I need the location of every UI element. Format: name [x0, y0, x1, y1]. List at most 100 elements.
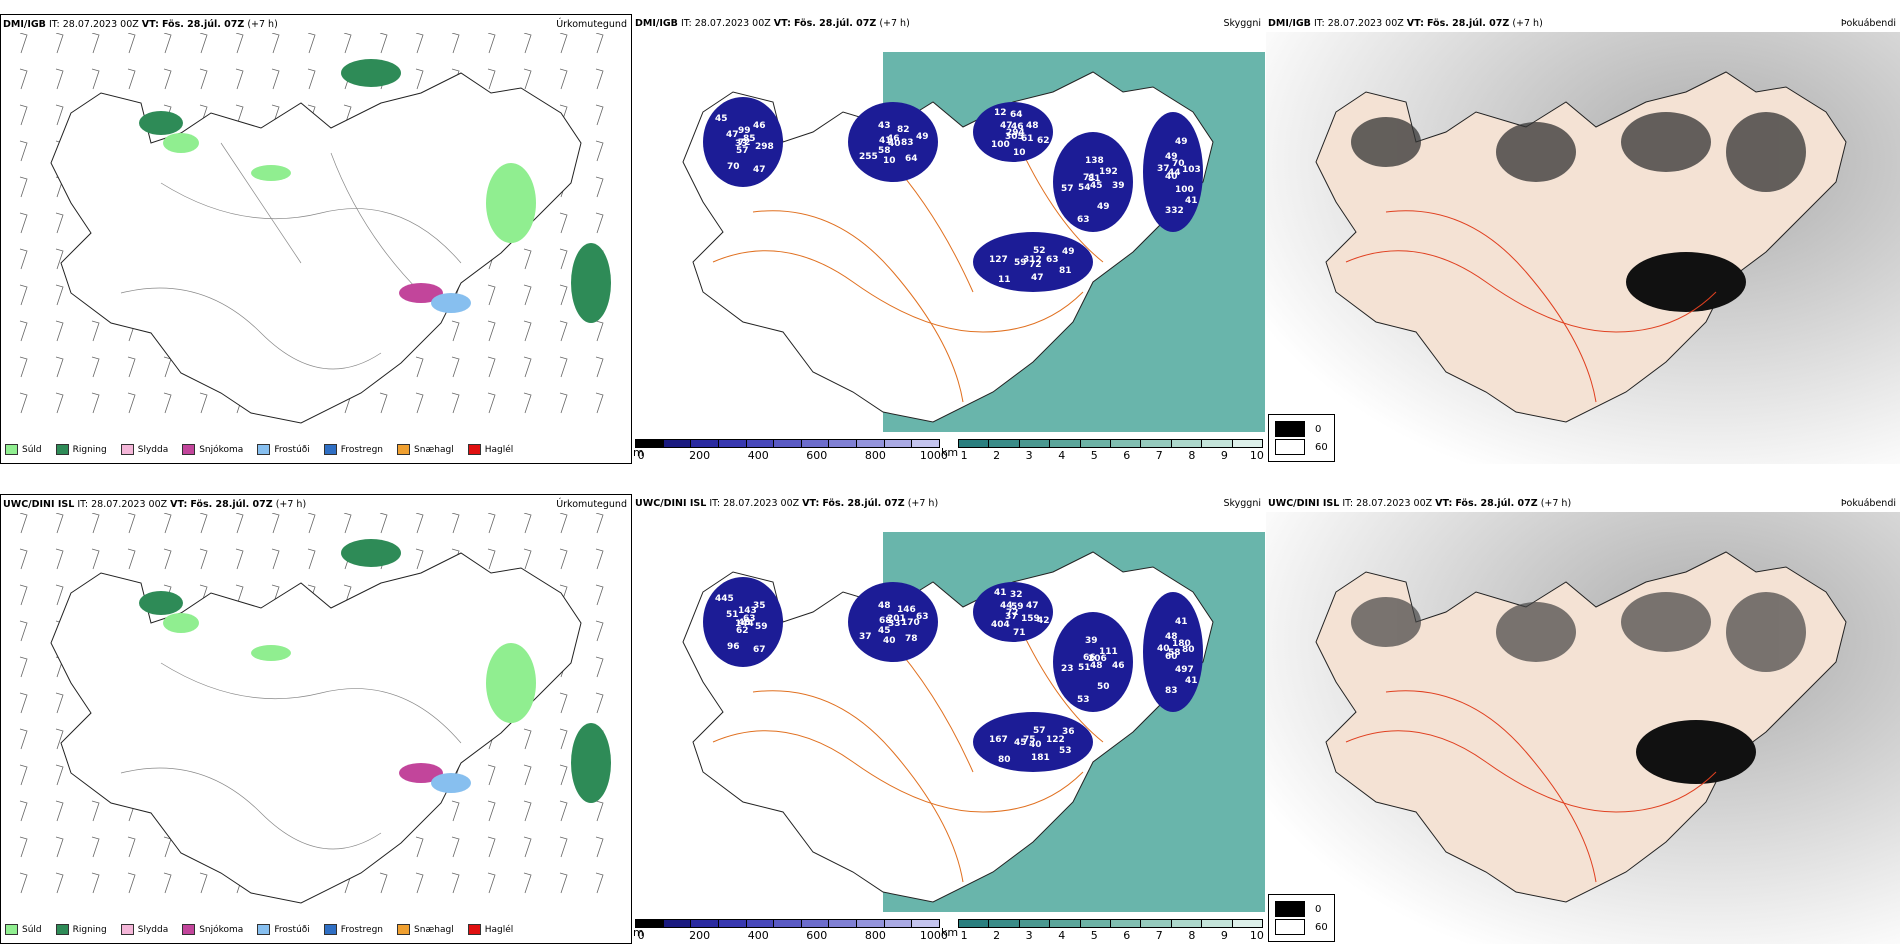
wind-barb: [199, 513, 208, 534]
colorbar-tick: 9: [1220, 449, 1228, 462]
cloud-base-label: 206: [1088, 654, 1107, 664]
legend-item: Snæhagl: [397, 924, 454, 935]
panel-type: Skyggni: [1223, 498, 1261, 509]
wind-barb: [271, 33, 280, 54]
wind-barb: [91, 800, 100, 822]
cloud-base-label: 45: [1090, 181, 1103, 191]
colorbar-tick: 10: [1249, 449, 1264, 462]
panel-header: UWC/DINI ISL IT: 28.07.2023 00Z VT: Fös.…: [635, 498, 939, 509]
wind-barb: [523, 728, 532, 750]
colorbar-tick: 800: [864, 929, 886, 942]
cloud-base-label: 41: [879, 136, 892, 146]
wind-barb: [487, 356, 496, 378]
fog-legend-item: 0: [1275, 421, 1328, 437]
wind-barb: [19, 872, 28, 894]
cloud-base-label: 44: [1000, 601, 1013, 611]
cloud-base-label: 167: [989, 735, 1008, 745]
cloud-base-label: 46: [1112, 661, 1125, 671]
legend-label: Frostúði: [274, 924, 310, 935]
wind-barb: [559, 68, 568, 90]
wind-barb: [595, 33, 604, 54]
legend-item: Frostúði: [257, 924, 310, 935]
cloud-base-label: 61: [1021, 134, 1034, 144]
legend-label: Frostregn: [340, 924, 384, 935]
wind-barb: [163, 836, 172, 858]
cloud-base-label: 144: [735, 619, 754, 629]
cloud-base-label: 48: [878, 601, 891, 611]
wind-barb: [163, 68, 172, 90]
wind-barb: [19, 392, 28, 414]
wind-barb: [199, 548, 208, 570]
wind-barb: [55, 728, 64, 750]
cloud-base-label: 44: [1168, 168, 1181, 178]
cloud-base-label: 100: [1175, 185, 1194, 195]
panel-header: DMI/IGB IT: 28.07.2023 00Z VT: Fös. 28.j…: [3, 19, 278, 30]
panel-type: Skyggni: [1223, 18, 1261, 29]
wind-barb: [19, 728, 28, 750]
cloud-base-label: 23: [1061, 664, 1074, 674]
cloud-base-label: 305: [1005, 132, 1024, 142]
wind-barb: [487, 872, 496, 894]
cloud-base-label: 85: [743, 134, 756, 144]
cloud-base-colorbar: 0 200 400 600 800 1000: [635, 919, 948, 942]
cloud-base-label: 10: [1013, 148, 1026, 158]
wind-barb: [19, 104, 28, 126]
cloud-base-label: 33: [888, 619, 901, 629]
wind-barb: [163, 872, 172, 894]
colorbar-tick: 6: [1123, 449, 1131, 462]
wind-barb: [415, 392, 424, 414]
precip-area: [251, 645, 291, 661]
cloud-base-label: 42: [1037, 616, 1050, 626]
colorbar-tick: 800: [864, 449, 886, 462]
panel-header: UWC/DINI ISL IT: 28.07.2023 00Z VT: Fös.…: [1268, 498, 1572, 509]
cloud-base-label: 170: [901, 618, 920, 628]
wind-barb: [523, 68, 532, 90]
panel-type: Þokuábendi: [1840, 18, 1896, 29]
legend-label: Snjókoma: [199, 924, 244, 935]
cloud-base-label: 49: [1097, 202, 1110, 212]
legend-item: Rigning: [55, 444, 107, 455]
precip-panel-1: DMI/IGB IT: 28.07.2023 00Z VT: Fös. 28.j…: [0, 14, 632, 464]
legend-label: Snæhagl: [414, 924, 454, 935]
precip-map: [19, 513, 611, 904]
wind-barb: [19, 584, 28, 606]
legend-label: Slydda: [137, 924, 169, 935]
fog-legend-label: 60: [1315, 921, 1328, 933]
cloud-area: [973, 232, 1093, 292]
wind-barb: [307, 68, 316, 90]
colorbar-tick: 5: [1090, 449, 1098, 462]
legend-swatch: [182, 924, 196, 935]
cloud-base-label: 159: [1021, 614, 1040, 624]
wind-barb: [415, 548, 424, 570]
legend-label: Slydda: [137, 444, 169, 455]
cloud-base-label: 48: [1165, 632, 1178, 642]
panel-type: Úrkomutegund: [556, 499, 627, 510]
wind-barb: [559, 548, 568, 570]
cloud-base-label: 36: [1062, 727, 1075, 737]
colorbar-tick: 0: [637, 449, 645, 462]
wind-barb: [163, 513, 172, 534]
wind-barb: [523, 764, 532, 786]
cloud-area: [1143, 112, 1203, 232]
wind-barb: [559, 872, 568, 894]
wind-barb: [595, 140, 604, 162]
cloud-base-label: 48: [738, 618, 751, 628]
cloud-base-label: 35: [753, 601, 766, 611]
wind-barb: [199, 33, 208, 54]
wind-barb: [523, 320, 532, 342]
cloud-base-label: 122: [1046, 735, 1065, 745]
wind-barb: [523, 356, 532, 378]
cloud-base-label: 41: [1185, 676, 1198, 686]
legend-item: Snjókoma: [182, 444, 243, 455]
wind-barb: [235, 33, 244, 54]
vis-unit: km: [941, 926, 959, 939]
cloud-area: [1053, 612, 1133, 712]
wind-barb: [451, 836, 460, 858]
fog-legend-item: 60: [1275, 919, 1328, 935]
wind-barb: [55, 692, 64, 714]
cloud-base-label: 43: [878, 121, 891, 131]
cloud-base-label: 59: [1014, 258, 1027, 268]
wind-barb: [559, 836, 568, 858]
